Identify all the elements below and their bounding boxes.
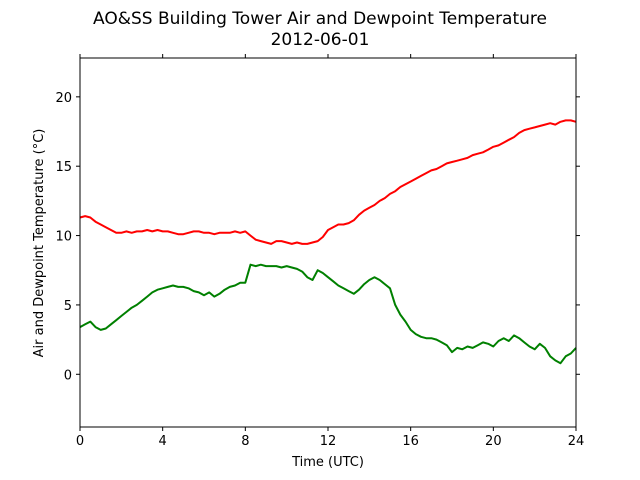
series-line-1 [79, 263, 577, 365]
y-tick-label: 10 [55, 230, 72, 245]
y-tick-label: 0 [64, 368, 72, 383]
y-tick-label: 20 [55, 91, 72, 106]
x-tick-label: 16 [402, 434, 419, 449]
x-tick-label: 20 [485, 434, 502, 449]
x-tick-label: 24 [568, 434, 585, 449]
x-tick-label: 8 [241, 434, 249, 449]
chart-subtitle: 2012-06-01 [271, 30, 370, 50]
x-tick-label: 0 [76, 434, 84, 449]
chart-title: AO&SS Building Tower Air and Dewpoint Te… [93, 9, 547, 29]
x-tick-label: 4 [159, 434, 167, 449]
y-tick-label: 5 [64, 299, 72, 314]
x-axis-label: Time (UTC) [291, 455, 364, 470]
plot-area: 0 4 8 12 16 20 24 0 5 10 15 20 [55, 54, 584, 449]
x-tick-label: 12 [320, 434, 337, 449]
y-tick-label: 15 [55, 160, 72, 175]
series-line-0 [79, 119, 577, 245]
y-axis-label: Air and Dewpoint Temperature (°C) [32, 129, 47, 358]
